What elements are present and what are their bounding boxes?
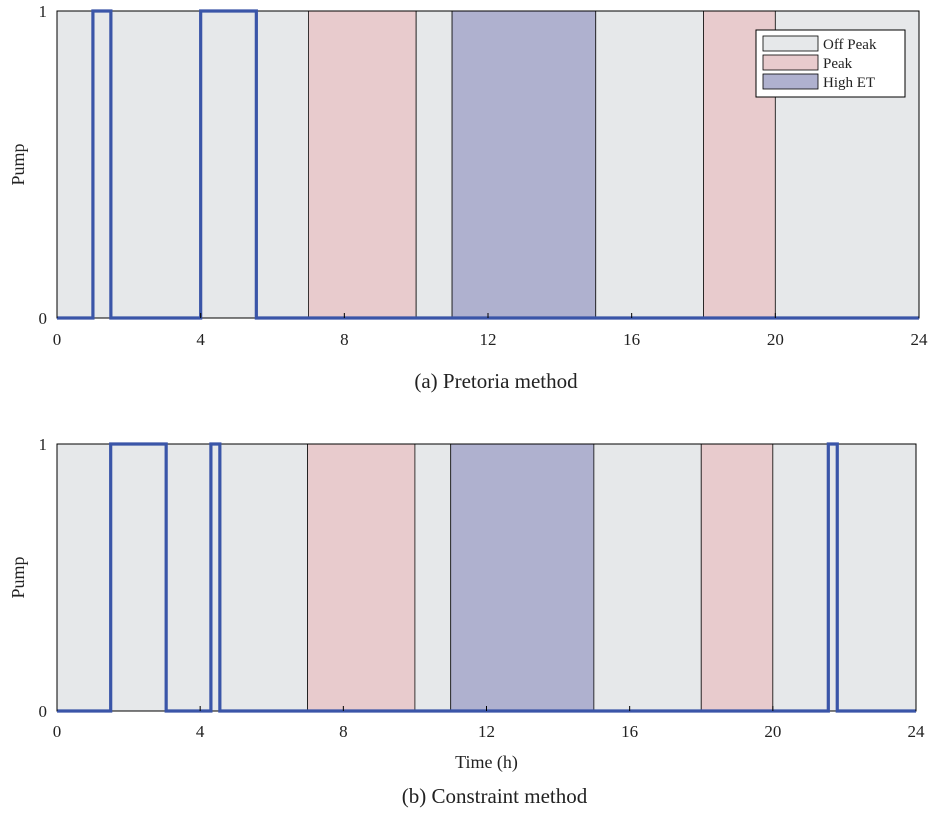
x-tick-label: 0 — [53, 722, 62, 741]
legend-swatch-peak — [762, 54, 819, 71]
band-off-peak — [414, 443, 452, 712]
chart-b: 0 4 8 12 16 20 24 0 1 Pump Time (h) (b) Constraint … — [8, 435, 925, 808]
x-tick-label: 24 — [911, 330, 929, 349]
x-tick-label: 4 — [196, 722, 205, 741]
legend-swatch-high-et — [762, 73, 819, 90]
band-off-peak — [772, 443, 917, 712]
x-tick-label: 16 — [623, 330, 640, 349]
band-high-et — [450, 443, 595, 712]
y-axis-title: Pump — [8, 556, 28, 598]
band-off-peak — [56, 10, 309, 319]
band-peak — [700, 443, 774, 712]
x-tick-label: 4 — [196, 330, 205, 349]
x-tick-label: 20 — [764, 722, 781, 741]
band-peak — [308, 10, 417, 319]
legend-label-peak: Peak — [823, 56, 853, 72]
y-axis-title: Pump — [8, 143, 28, 185]
chart-caption: (b) Constraint method — [402, 784, 588, 808]
band-off-peak — [593, 443, 702, 712]
x-tick-label: 8 — [339, 722, 348, 741]
legend: Off Peak Peak High ET — [755, 29, 906, 98]
x-tick-label: 8 — [340, 330, 349, 349]
y-tick-label: 0 — [39, 702, 48, 721]
x-tick-label: 12 — [480, 330, 497, 349]
y-tick-label: 1 — [39, 435, 48, 454]
x-tick-label: 16 — [621, 722, 638, 741]
x-axis-title: Time (h) — [455, 752, 518, 773]
x-tick-label: 20 — [767, 330, 784, 349]
y-tick-label: 0 — [39, 309, 48, 328]
pump-signal-line — [57, 9, 919, 320]
x-tick-label: 24 — [908, 722, 926, 741]
band-off-peak — [56, 443, 308, 712]
band-off-peak — [595, 10, 704, 319]
band-high-et — [451, 10, 597, 319]
pump-signal-line — [57, 442, 916, 713]
y-tick-label: 1 — [39, 2, 48, 21]
band-off-peak — [415, 10, 453, 319]
chart-caption: (a) Pretoria method — [414, 369, 578, 393]
x-tick-label: 0 — [53, 330, 62, 349]
legend-label-high-et: High ET — [823, 75, 875, 91]
band-peak — [307, 443, 416, 712]
legend-swatch-off-peak — [762, 35, 819, 52]
x-tick-label: 12 — [478, 722, 495, 741]
legend-label-off-peak: Off Peak — [823, 37, 877, 53]
